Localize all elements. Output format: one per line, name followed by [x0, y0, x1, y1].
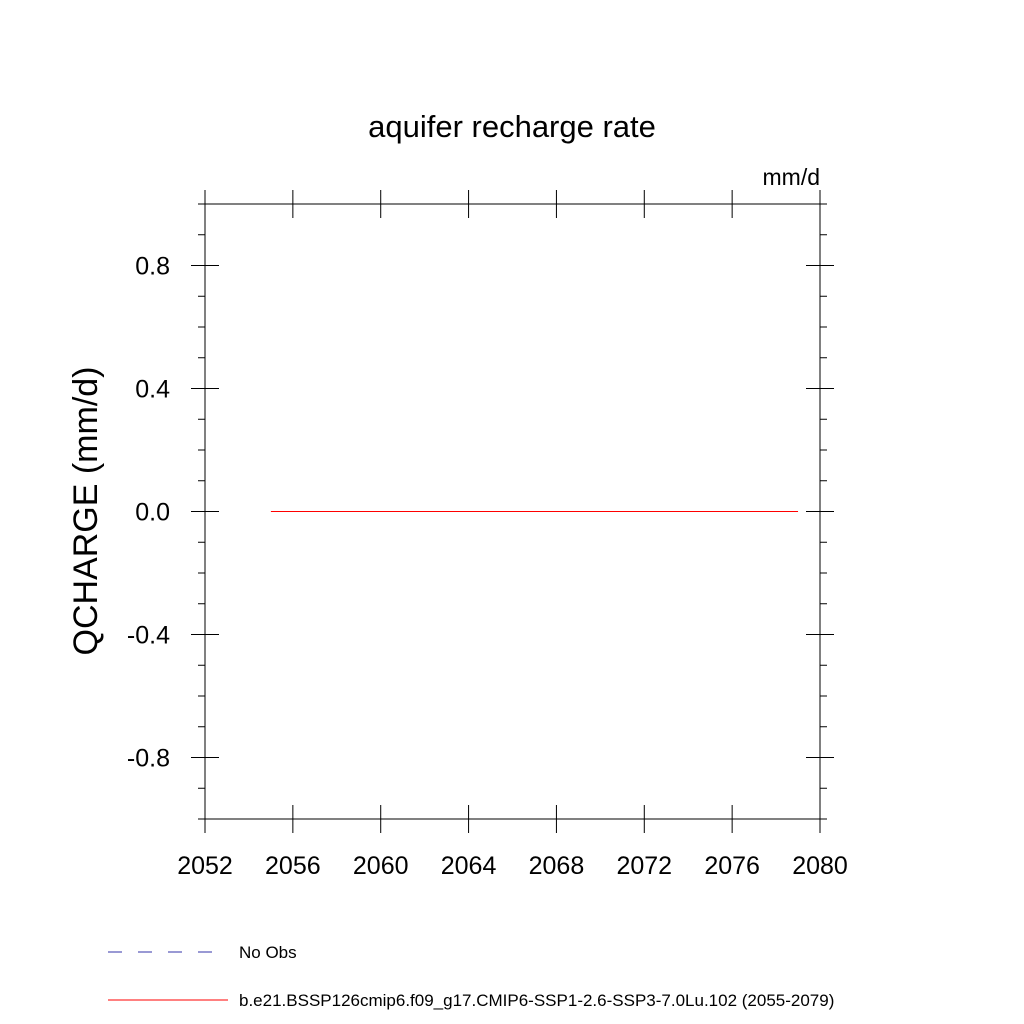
legend-label: No Obs [239, 943, 297, 962]
legend: No Obs b.e21.BSSP126cmip6.f09_g17.CMIP6-S… [108, 943, 834, 1010]
chart-title: aquifer recharge rate [368, 109, 656, 144]
legend-label: b.e21.BSSP126cmip6.f09_g17.CMIP6-SSP1-2.… [239, 991, 834, 1010]
y-tick-label: 0.0 [135, 499, 170, 527]
x-tick-label: 2056 [265, 852, 321, 880]
x-ticks: 2052 2056 2060 2064 2068 2072 2076 2080 [177, 190, 848, 880]
x-tick-label: 2052 [177, 852, 233, 880]
y-tick-label: 0.8 [135, 253, 170, 281]
units-label: mm/d [763, 164, 821, 190]
x-tick-label: 2080 [792, 852, 848, 880]
x-tick-label: 2068 [529, 852, 585, 880]
x-tick-label: 2076 [704, 852, 760, 880]
y-tick-label: 0.4 [135, 376, 170, 404]
y-tick-label: -0.8 [127, 745, 170, 773]
x-tick-label: 2064 [441, 852, 497, 880]
y-ticks: 0.8 0.4 0.0 -0.4 -0.8 [127, 203, 834, 820]
x-tick-label: 2060 [353, 852, 409, 880]
y-tick-label: -0.4 [127, 622, 170, 650]
x-tick-label: 2072 [616, 852, 672, 880]
y-axis-label: QCHARGE (mm/d) [67, 367, 105, 656]
